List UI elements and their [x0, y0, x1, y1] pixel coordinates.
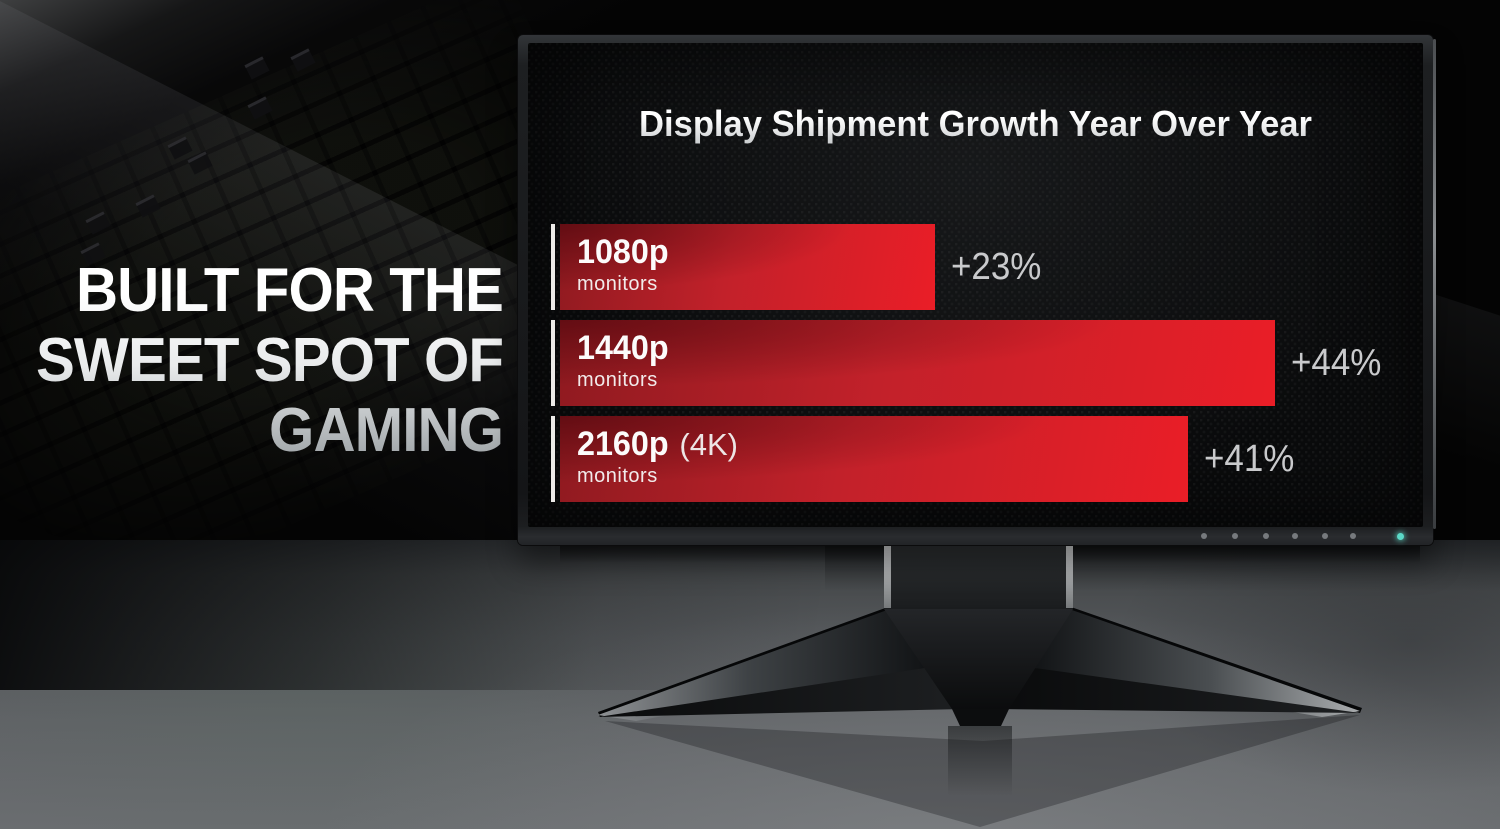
headline-line: BUILT FOR THE — [76, 256, 503, 325]
osd-button — [1350, 533, 1356, 539]
bar-resolution-label: 1080p — [577, 233, 669, 271]
monitor: Display Shipment Growth Year Over Year 1… — [518, 35, 1436, 545]
chart-title: Display Shipment Growth Year Over Year — [546, 103, 1405, 145]
bar-category-label: 1080p monitors — [577, 233, 673, 296]
bar-row: 1440p monitors +44% — [551, 320, 1403, 406]
osd-button — [1322, 533, 1328, 539]
bar-category-label: 2160p (4K) monitors — [577, 425, 738, 488]
bar-category-label: 1440p monitors — [577, 329, 673, 392]
bar-sub-label: monitors — [577, 465, 658, 487]
bar-resolution-note: (4K) — [679, 427, 738, 462]
bar: 1440p monitors — [560, 320, 1275, 406]
bar-row: 1080p monitors +23% — [551, 224, 1403, 310]
axis-line — [551, 224, 555, 310]
bar-value-label: +41% — [1204, 437, 1295, 480]
monitor-bezel-chin — [518, 527, 1433, 545]
axis-line — [551, 320, 555, 406]
bar-chart: 1080p monitors +23% 1440p monitors +44% 2160p(… — [551, 224, 1403, 512]
bar: 1080p monitors — [560, 224, 935, 310]
power-led — [1397, 533, 1404, 540]
monitor-stand — [560, 545, 1420, 827]
headline: BUILT FOR THE SWEET SPOT OF GAMING — [30, 256, 503, 466]
bar-value-label: +23% — [951, 245, 1042, 288]
osd-button — [1292, 533, 1298, 539]
osd-button — [1201, 533, 1207, 539]
axis-line — [551, 416, 555, 502]
bar-resolution-label: 1440p — [577, 329, 669, 367]
bar-sub-label: monitors — [577, 369, 658, 391]
headline-line: GAMING — [269, 396, 503, 465]
bar-row: 2160p (4K) monitors +41% — [551, 416, 1403, 502]
bar-value-label: +44% — [1291, 341, 1382, 384]
bar-sub-label: monitors — [577, 273, 658, 295]
osd-button — [1263, 533, 1269, 539]
bar-resolution-label: 2160p — [577, 425, 669, 463]
monitor-screen: Display Shipment Growth Year Over Year 1… — [528, 43, 1423, 527]
stand-reflection — [605, 715, 1360, 827]
monitor-edge-highlight — [1433, 39, 1436, 529]
osd-button — [1232, 533, 1238, 539]
bar: 2160p (4K) monitors — [560, 416, 1188, 502]
headline-line: SWEET SPOT OF — [35, 326, 503, 395]
